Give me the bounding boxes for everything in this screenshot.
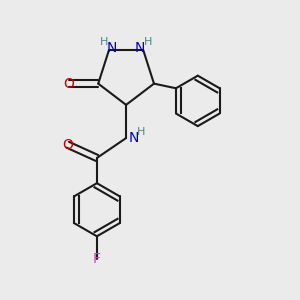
Text: O: O: [62, 138, 73, 152]
Text: N: N: [135, 41, 146, 55]
Text: N: N: [107, 41, 117, 55]
Text: O: O: [64, 76, 74, 91]
Text: H: H: [100, 38, 108, 47]
Text: N: N: [128, 131, 139, 145]
Text: H: H: [144, 38, 152, 47]
Text: H: H: [136, 127, 145, 137]
Text: F: F: [93, 252, 101, 266]
